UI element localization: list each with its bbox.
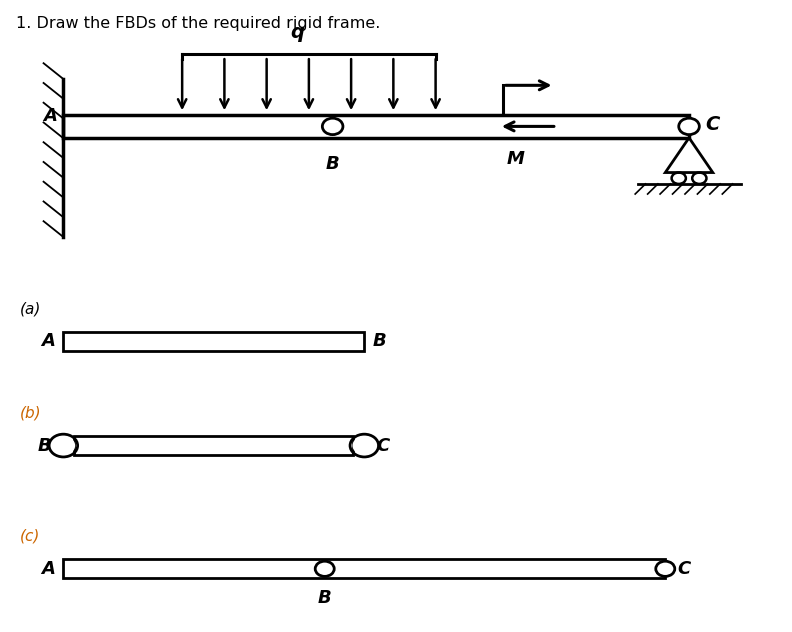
Text: (b): (b)	[20, 405, 41, 420]
Text: (c): (c)	[20, 528, 40, 544]
Text: (a): (a)	[20, 301, 41, 316]
Circle shape	[324, 119, 341, 133]
Text: A: A	[43, 107, 57, 125]
Bar	[74, 436, 353, 455]
Text: q: q	[290, 23, 304, 42]
Text: C: C	[677, 560, 691, 578]
Circle shape	[657, 562, 673, 575]
Text: 1. Draw the FBDs of the required rigid frame.: 1. Draw the FBDs of the required rigid f…	[16, 16, 380, 31]
Text: M: M	[507, 150, 525, 168]
Text: B: B	[326, 155, 340, 173]
Text: C: C	[705, 115, 719, 134]
Text: C: C	[376, 437, 390, 454]
Text: A: A	[41, 560, 55, 578]
Bar	[63, 559, 665, 578]
Bar	[63, 115, 689, 138]
Text: B: B	[318, 589, 332, 607]
Bar	[63, 332, 364, 351]
Circle shape	[680, 119, 698, 133]
Circle shape	[52, 437, 74, 454]
Circle shape	[353, 437, 375, 454]
Circle shape	[317, 562, 333, 575]
Text: B: B	[38, 437, 51, 454]
Text: A: A	[41, 332, 55, 350]
Text: B: B	[372, 332, 386, 350]
